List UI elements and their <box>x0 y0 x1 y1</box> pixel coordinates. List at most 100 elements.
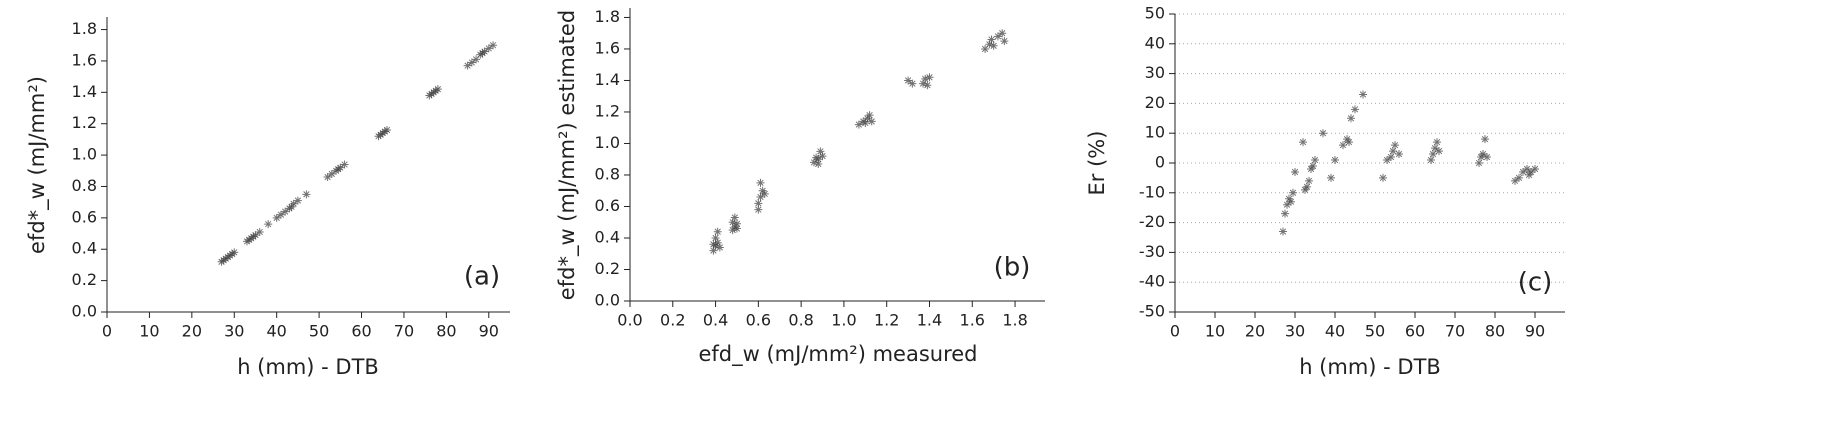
y-tick-label: 1.8 <box>595 7 620 26</box>
point <box>1319 129 1327 138</box>
y-tick-label: 1.2 <box>72 113 97 132</box>
panel-label: (a) <box>464 262 500 292</box>
point <box>758 186 767 195</box>
point <box>998 29 1007 38</box>
point <box>711 233 720 242</box>
x-tick-label: 1.0 <box>831 311 856 330</box>
point <box>904 76 913 85</box>
point <box>1291 167 1299 176</box>
y-axis-label: efd*_w (mJ/mm²) <box>25 76 50 254</box>
point <box>1000 37 1009 46</box>
point <box>908 79 917 88</box>
y-tick-label: 1.0 <box>595 133 620 152</box>
y-tick-label: 0.4 <box>72 239 97 258</box>
x-tick-label: 10 <box>1205 322 1225 341</box>
point <box>276 210 285 219</box>
point <box>1327 173 1335 182</box>
y-axis-label: efd*_w (mJ/mm²) estimated <box>555 10 580 300</box>
y-tick-label: 1.4 <box>595 70 620 89</box>
point <box>919 79 928 88</box>
x-tick-label: 0.8 <box>788 311 813 330</box>
x-tick-label: 90 <box>1525 322 1545 341</box>
y-tick-label: 0.6 <box>595 196 620 215</box>
point <box>1433 138 1441 147</box>
x-tick-label: 70 <box>394 322 414 341</box>
y-tick-label: 0.2 <box>72 270 97 289</box>
y-tick-label: 0.0 <box>595 291 620 310</box>
y-tick-label: 1.8 <box>72 19 97 38</box>
point <box>327 169 336 178</box>
point <box>1519 167 1527 176</box>
chart-panel: -50 -40 -30 -20 -10 0 10 20 30 40 50 0 10 20 30 40 50 60 7… <box>1085 4 1565 379</box>
point <box>287 202 296 211</box>
point <box>1339 141 1347 150</box>
point <box>1347 114 1355 123</box>
point <box>1435 147 1443 156</box>
point <box>1395 150 1403 159</box>
point <box>756 178 765 187</box>
point <box>1359 90 1367 99</box>
y-tick-label: 1.6 <box>595 38 620 57</box>
point <box>1431 144 1439 153</box>
x-axis-label: h (mm) - DTB <box>237 355 379 379</box>
point <box>281 207 290 216</box>
point <box>709 240 718 249</box>
point <box>865 111 874 120</box>
point <box>713 238 722 247</box>
point <box>1299 138 1307 147</box>
panel-label: (c) <box>1518 268 1553 298</box>
point <box>489 41 498 50</box>
point <box>715 243 724 252</box>
point <box>1475 159 1483 167</box>
point <box>433 85 442 94</box>
point <box>732 219 741 228</box>
point <box>1531 164 1539 173</box>
point <box>861 118 870 127</box>
point <box>1283 200 1291 209</box>
point <box>809 158 818 167</box>
y-tick-label: 1.2 <box>595 101 620 120</box>
x-tick-label: 40 <box>267 322 287 341</box>
point <box>814 155 823 164</box>
point <box>1511 176 1519 185</box>
point <box>272 213 281 222</box>
point <box>754 205 763 214</box>
x-tick-label: 1.2 <box>874 311 899 330</box>
x-tick-label: 40 <box>1325 322 1345 341</box>
point <box>302 190 311 199</box>
point <box>1305 176 1313 185</box>
point <box>921 74 930 83</box>
point <box>264 220 273 229</box>
point <box>987 35 996 44</box>
x-axis-label: h (mm) - DTB <box>1299 355 1441 379</box>
point <box>1345 138 1353 147</box>
point <box>463 61 472 70</box>
point <box>756 193 765 202</box>
x-tick-label: 50 <box>1365 322 1385 341</box>
point <box>1391 141 1399 150</box>
x-tick-label: 0 <box>1170 322 1180 341</box>
x-tick-label: 0 <box>102 322 112 341</box>
chart-panel: 0.0 0.2 0.4 0.6 0.8 1.0 1.2 1.4 1.6 1.8 0.0 0.2 0.4 0… <box>555 7 1045 367</box>
point <box>1307 164 1315 173</box>
y-tick-label: 40 <box>1145 33 1165 52</box>
point <box>1331 156 1339 165</box>
x-tick-label: 70 <box>1445 322 1465 341</box>
x-tick-label: 90 <box>479 322 499 341</box>
point <box>1301 185 1309 194</box>
point <box>1427 156 1435 165</box>
point <box>1389 147 1397 156</box>
point <box>467 58 476 67</box>
point <box>854 120 863 129</box>
point <box>480 47 489 56</box>
point <box>818 152 827 161</box>
x-tick-label: 80 <box>436 322 456 341</box>
point <box>1477 153 1485 162</box>
point <box>1515 173 1523 182</box>
point <box>1387 153 1395 162</box>
point <box>1527 167 1535 176</box>
point <box>732 224 741 233</box>
y-tick-label: -10 <box>1139 182 1165 201</box>
y-tick-label: 0.6 <box>72 207 97 226</box>
